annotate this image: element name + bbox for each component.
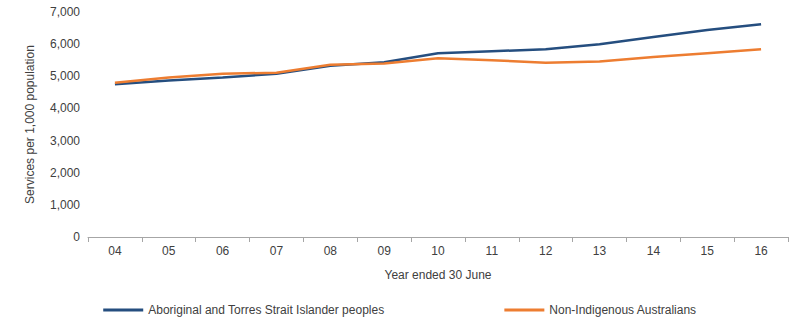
svg-text:5,000: 5,000 (50, 69, 80, 83)
svg-text:Services per 1,000 population: Services per 1,000 population (23, 45, 37, 204)
svg-text:11: 11 (486, 244, 499, 258)
svg-text:04: 04 (108, 244, 122, 258)
svg-text:12: 12 (539, 244, 553, 258)
svg-text:2,000: 2,000 (50, 166, 80, 180)
svg-text:13: 13 (593, 244, 607, 258)
svg-text:16: 16 (754, 244, 768, 258)
svg-text:7,000: 7,000 (50, 5, 80, 19)
svg-text:05: 05 (162, 244, 176, 258)
svg-text:Non-Indigenous Australians: Non-Indigenous Australians (549, 303, 696, 317)
svg-text:07: 07 (270, 244, 284, 258)
svg-text:Aboriginal and Torres Strait I: Aboriginal and Torres Strait Islander pe… (148, 303, 384, 317)
svg-text:3,000: 3,000 (50, 134, 80, 148)
svg-text:6,000: 6,000 (50, 37, 80, 51)
svg-text:15: 15 (701, 244, 715, 258)
svg-text:09: 09 (377, 244, 391, 258)
svg-text:14: 14 (647, 244, 661, 258)
svg-text:1,000: 1,000 (50, 198, 80, 212)
svg-text:4,000: 4,000 (50, 101, 80, 115)
svg-text:08: 08 (324, 244, 338, 258)
svg-text:Year ended 30 June: Year ended 30 June (385, 268, 492, 282)
svg-text:0: 0 (73, 230, 80, 244)
svg-text:10: 10 (431, 244, 445, 258)
svg-text:06: 06 (216, 244, 230, 258)
